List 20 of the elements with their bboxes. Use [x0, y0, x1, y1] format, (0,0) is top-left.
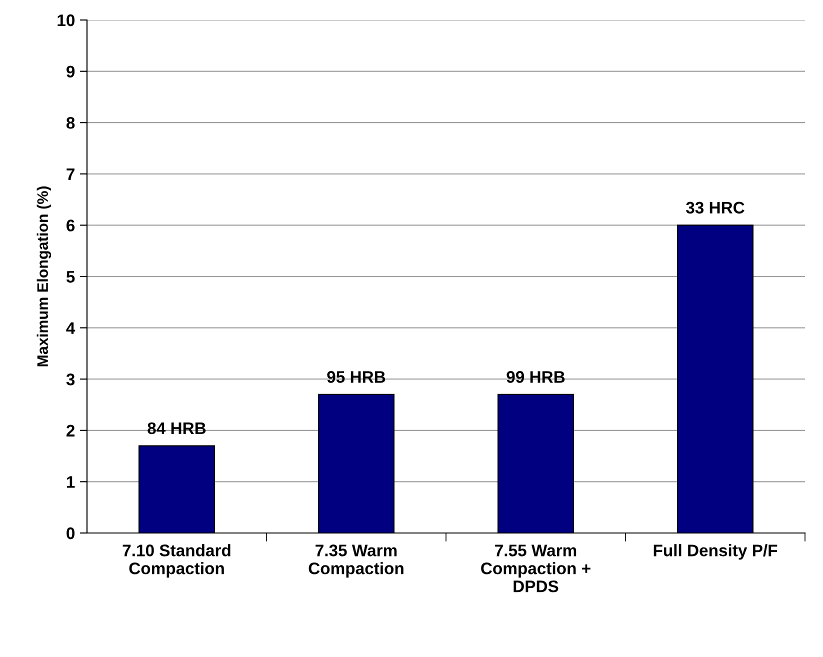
y-tick-label: 6	[66, 220, 75, 232]
x-tick-label: 7.35 Warm Compaction	[308, 544, 404, 578]
y-tick-label: 1	[66, 476, 75, 488]
x-tick-label: 7.55 Warm Compaction + DPDS	[481, 544, 590, 592]
annotation: 33 HRC	[686, 202, 744, 214]
x-tick-label: Full Density P/F	[654, 544, 778, 560]
y-tick-label: 10	[58, 14, 75, 26]
y-tick-label: 2	[66, 424, 75, 436]
y-tick-label: 4	[66, 322, 76, 334]
y-tick-label: 3	[66, 374, 75, 386]
annotation: 99 HRB	[506, 371, 565, 383]
y-tick-label: 7	[66, 168, 74, 180]
y-tick-label: 9	[66, 66, 75, 78]
y-tick-label: 0	[66, 527, 75, 540]
annotation: 84 HRB	[148, 422, 206, 434]
y-tick-label: 8	[66, 117, 75, 129]
annotation: 95 HRB	[327, 371, 386, 383]
y-tick-label: 5	[66, 271, 75, 283]
x-tick-label: 7.10 Standard Compaction	[122, 544, 230, 578]
y-axis-title: Maximum Elongation (%)	[36, 186, 52, 366]
